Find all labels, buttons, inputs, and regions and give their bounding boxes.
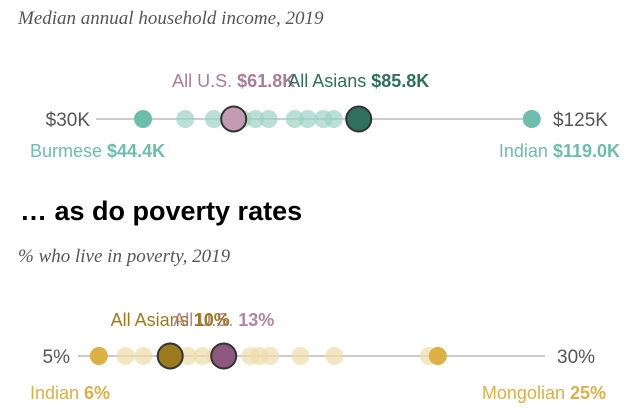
axis-min-label: $30K — [46, 110, 91, 131]
all-asians-dot — [156, 342, 184, 370]
axis-max-label: $125K — [553, 110, 608, 131]
min-group-value: $44.4K — [107, 141, 165, 161]
max-group-name: Indian — [499, 141, 553, 161]
all-asians-value: $85.8K — [371, 71, 429, 91]
all-us-dot — [220, 105, 248, 133]
max-group-value: $119.0K — [553, 141, 620, 161]
data-point-dot — [259, 110, 278, 128]
all-us-label: All U.S. 13% — [173, 310, 274, 330]
poverty-subtitle: % who live in poverty, 2019 — [18, 246, 231, 267]
min-group-label: Indian 6% — [30, 383, 110, 403]
axis-min-label: 5% — [43, 347, 71, 368]
data-point-dot — [291, 347, 310, 365]
data-point-dot — [324, 110, 343, 128]
data-point-dot — [246, 110, 265, 128]
min-group-label: Burmese $44.4K — [30, 141, 165, 161]
all-us-label: All U.S. $61.8K — [172, 71, 295, 91]
data-point-dot — [176, 110, 195, 128]
all-asians-label: All Asians 10% — [111, 310, 230, 330]
poverty-heading: … as do poverty rates — [20, 196, 303, 226]
all-asians-dot — [345, 105, 373, 133]
data-point-dot — [204, 110, 223, 128]
data-point-dot — [179, 347, 198, 365]
min-group-dot — [89, 347, 108, 365]
max-group-dot — [428, 347, 447, 365]
data-point-dot — [116, 347, 135, 365]
poverty-dot-chart: 5% 30%All U.S. 13%All Asians 10%Indian 6%… — [30, 310, 606, 403]
all-us-dot — [210, 342, 238, 370]
data-point-dot — [298, 110, 317, 128]
min-group-value: 6% — [84, 383, 110, 403]
min-group-dot — [134, 110, 153, 128]
max-group-label: Mongolian 25% — [482, 383, 606, 403]
all-asians-value: 10% — [194, 310, 230, 330]
all-us-value: $61.8K — [237, 71, 295, 91]
max-group-dot — [522, 110, 541, 128]
all-asians-label: All Asians $85.8K — [288, 71, 429, 91]
data-point-dot — [261, 347, 280, 365]
min-group-name: Indian — [30, 383, 84, 403]
all-asians-name: All Asians — [288, 71, 371, 91]
data-point-dot — [325, 347, 344, 365]
axis-max-label: 30% — [557, 347, 595, 368]
all-us-value: 13% — [238, 310, 274, 330]
data-point-dot — [285, 110, 304, 128]
min-group-name: Burmese — [30, 141, 107, 161]
all-us-name: All U.S. — [173, 310, 238, 330]
all-us-name: All U.S. — [172, 71, 237, 91]
max-group-name: Mongolian — [482, 383, 570, 403]
data-point-dot — [193, 347, 212, 365]
max-group-value: 25% — [570, 383, 606, 403]
all-asians-name: All Asians — [111, 310, 194, 330]
max-group-label: Indian $119.0K — [499, 141, 620, 161]
data-point-dot — [134, 347, 153, 365]
income-subtitle: Median annual household income, 2019 — [18, 8, 324, 29]
